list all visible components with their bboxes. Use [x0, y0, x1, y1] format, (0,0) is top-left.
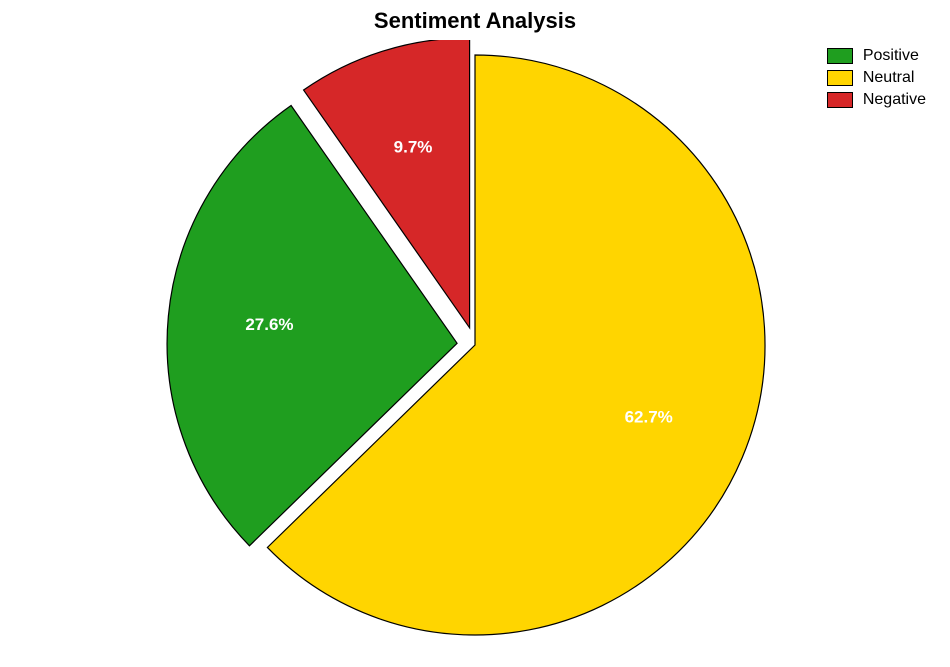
legend-swatch-positive — [827, 48, 853, 64]
pie-label-negative: 9.7% — [394, 137, 433, 156]
pie-chart: 62.7% 27.6% 9.7% — [0, 40, 950, 662]
pie-label-neutral: 62.7% — [625, 408, 673, 427]
legend-swatch-negative — [827, 92, 853, 108]
legend: Positive Neutral Negative — [827, 47, 926, 113]
legend-item-negative: Negative — [827, 91, 926, 109]
legend-label-positive: Positive — [863, 47, 919, 65]
legend-label-negative: Negative — [863, 91, 926, 109]
legend-item-positive: Positive — [827, 47, 926, 65]
chart-title: Sentiment Analysis — [0, 8, 950, 34]
legend-label-neutral: Neutral — [863, 69, 915, 87]
legend-item-neutral: Neutral — [827, 69, 926, 87]
legend-swatch-neutral — [827, 70, 853, 86]
pie-label-positive: 27.6% — [245, 315, 293, 334]
